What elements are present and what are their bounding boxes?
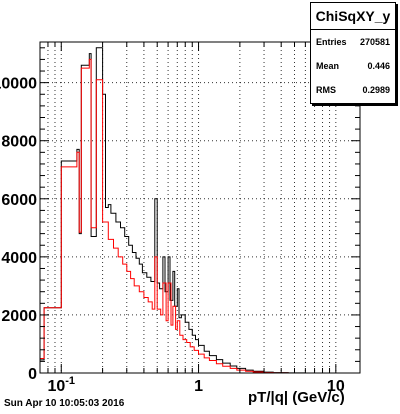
stats-value-entries: 270581 xyxy=(359,37,390,47)
y-tick-label: 0 xyxy=(28,366,37,383)
histogram-series xyxy=(39,47,360,374)
grid-lines xyxy=(39,42,360,373)
stats-label-entries: Entries xyxy=(316,37,347,47)
stats-row-entries: Entries 270581 xyxy=(311,30,395,54)
stats-row-mean: Mean 0.446 xyxy=(311,54,395,78)
stats-value-mean: 0.446 xyxy=(367,61,390,71)
stats-row-rms: RMS 0.2989 xyxy=(311,78,395,102)
x-axis-title: pT/|q| (GeV/c) xyxy=(248,389,345,406)
stats-box: ChiSqXY_y Entries 270581 Mean 0.446 RMS … xyxy=(310,2,396,104)
y-tick-label: 8000 xyxy=(1,134,37,151)
series-line-1 xyxy=(39,58,360,374)
x-tick-label: 10 xyxy=(327,378,345,395)
stats-value-rms: 0.2989 xyxy=(362,85,390,95)
axis-ticks xyxy=(39,42,360,374)
x-tick-label: 1 xyxy=(194,378,203,395)
y-tick-label: 2000 xyxy=(1,308,37,325)
stats-label-mean: Mean xyxy=(316,61,340,71)
timestamp: Sun Apr 10 10:05:03 2016 xyxy=(4,398,125,409)
tick-labels: 0 2000 4000 6000 8000 10000 10-1 1 10 xyxy=(0,76,345,395)
stats-label-rms: RMS xyxy=(316,85,336,95)
plot-frame xyxy=(39,41,361,374)
y-tick-label: 4000 xyxy=(1,250,37,267)
y-tick-label: 6000 xyxy=(1,192,37,209)
x-tick-label: 10-1 xyxy=(47,375,75,395)
stats-title: ChiSqXY_y xyxy=(311,3,395,30)
y-tick-label: 10000 xyxy=(0,76,37,93)
